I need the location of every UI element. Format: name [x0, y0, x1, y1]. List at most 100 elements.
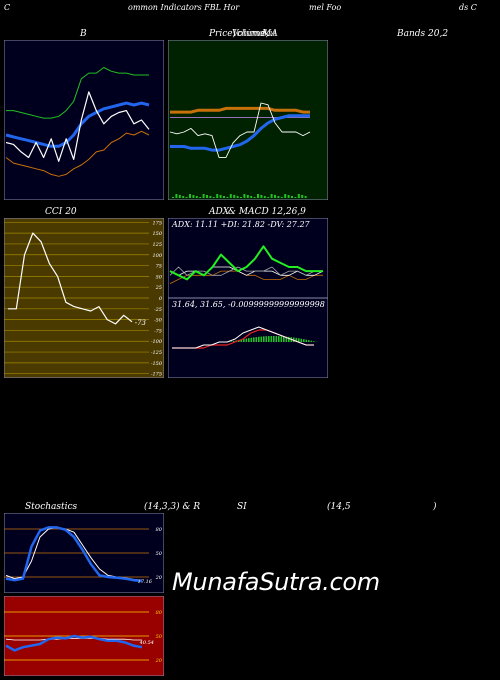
rsi-line	[5, 634, 143, 652]
volume-bar	[199, 197, 202, 198]
bollinger-middle-band	[5, 101, 150, 148]
cci-tick-label: -125	[151, 350, 162, 356]
volume-bar	[284, 194, 287, 198]
cci-last-label: -73	[135, 319, 147, 327]
volume-bar	[223, 196, 225, 198]
adx-di-green-line	[169, 245, 323, 281]
bollinger-price-line	[5, 91, 150, 162]
volume-bar	[202, 194, 205, 198]
rsi-chart: 80 50 20 40.54	[4, 596, 164, 676]
bollinger-title: B	[80, 29, 87, 39]
volume-bar	[240, 197, 242, 198]
macd-histogram-bar	[273, 336, 275, 342]
volume-bar	[189, 194, 191, 198]
cci-tick-label: 25	[155, 285, 162, 291]
volume-bar	[243, 194, 246, 198]
cci-line	[8, 232, 133, 325]
stoch-title-b: (14,3,3) & R	[144, 502, 201, 512]
header-part-1: C	[4, 3, 11, 12]
price-close-line	[169, 102, 311, 158]
volume-bar	[212, 197, 215, 198]
adx-title-b: & MACD 12,26,9	[228, 207, 306, 217]
stoch-title-d: (14,5	[327, 502, 351, 512]
macd-histogram-bar	[300, 338, 303, 342]
volume-bar	[229, 194, 232, 198]
cci-title: CCI 20	[45, 207, 77, 217]
volume-bar	[192, 195, 195, 198]
macd-histogram-bar	[248, 338, 250, 342]
macd-histogram-bar	[245, 338, 248, 342]
cci-panel: 175 150 125 100 75 50 25 0 -25 -50 -75 -100 -125 -150…	[4, 218, 164, 378]
volume-bar	[291, 196, 293, 198]
cci-tick-label: 0	[159, 296, 163, 302]
watermark: MunafaSutra.com	[172, 568, 380, 596]
macd-histogram-bar	[295, 337, 298, 342]
macd-readout: 31.64, 31.65, -0.00999999999999998	[172, 300, 325, 309]
volume-bar	[297, 194, 300, 198]
stoch-last-label: 17.16	[138, 579, 153, 585]
volume-bar	[263, 196, 266, 198]
volume-bar	[185, 197, 188, 198]
bollinger-panel	[4, 40, 164, 200]
stoch-title-c: SI	[237, 502, 247, 512]
macd-panel: 31.64, 31.65, -0.00999999999999998	[168, 298, 328, 378]
macd-histogram-bar	[265, 336, 268, 342]
macd-histogram-bar	[283, 336, 285, 342]
macd-histogram-bar	[285, 336, 288, 342]
macd-histogram-bar	[278, 336, 280, 342]
volume-bar	[274, 195, 276, 198]
cci-tick-label: 50	[156, 274, 163, 280]
price-title-b: Volume,	[232, 29, 269, 39]
bollinger-lower-band	[5, 130, 150, 177]
stoch-title-a: Stochastics	[25, 502, 78, 512]
macd-histogram-bar	[288, 336, 290, 342]
adx-title-a: ADX	[209, 207, 230, 217]
volume-bar	[233, 195, 236, 198]
rsi-tick-label: 80	[156, 610, 163, 616]
stoch-title-e: )	[433, 502, 437, 512]
cci-tick-label: 75	[156, 264, 162, 270]
macd-histogram-bar	[275, 336, 278, 342]
macd-line	[172, 326, 314, 349]
header-part-4: ds C	[459, 3, 477, 12]
cci-tick-label: -150	[151, 361, 163, 367]
macd-histogram-bar	[270, 336, 273, 342]
macd-histogram-bar	[310, 340, 313, 342]
rsi-tick-label: 50	[156, 634, 163, 640]
stoch-k-line	[5, 526, 143, 583]
volume-bar	[260, 195, 263, 198]
bands-title-right: Bands 20,2	[397, 29, 449, 39]
macd-histogram-bar	[280, 336, 283, 342]
volume-bar	[294, 197, 297, 198]
cci-tick-label: 125	[152, 242, 162, 248]
macd-histogram-bar	[233, 340, 235, 342]
volume-bar	[175, 194, 178, 198]
rsi-avg-line	[5, 638, 142, 641]
volume-bar	[270, 194, 273, 198]
cci-tick-label: 100	[152, 253, 162, 259]
price-title-d: MA	[262, 29, 278, 39]
macd-histogram-bar	[268, 336, 270, 342]
volume-bar	[219, 195, 222, 198]
volume-bar	[257, 194, 259, 198]
macd-histogram-bar	[298, 338, 300, 342]
volume-bar	[277, 196, 280, 198]
volume-bar	[301, 195, 304, 198]
rsi-last-label: 40.54	[139, 640, 154, 646]
volume-bar	[304, 196, 307, 198]
header-part-2: ommon Indicators FBL Hor	[128, 3, 240, 12]
cci-tick-label: -75	[154, 328, 162, 334]
volume-bar	[267, 197, 270, 198]
volume-bar	[178, 195, 181, 198]
stoch-tick-label: 50	[156, 551, 163, 557]
adx-panel: ADX: 11.11 +DI: 21.82 -DV: 27.27	[168, 218, 328, 298]
macd-histogram-bar	[230, 341, 233, 342]
cci-tick-label: -25	[154, 307, 162, 313]
volume-bar	[195, 196, 198, 198]
volume-bar	[206, 195, 208, 198]
header-part-3: mel Foo	[309, 3, 342, 12]
macd-histogram-bar	[303, 339, 305, 342]
bollinger-upper-band	[6, 67, 149, 119]
volume-bar	[209, 196, 212, 198]
